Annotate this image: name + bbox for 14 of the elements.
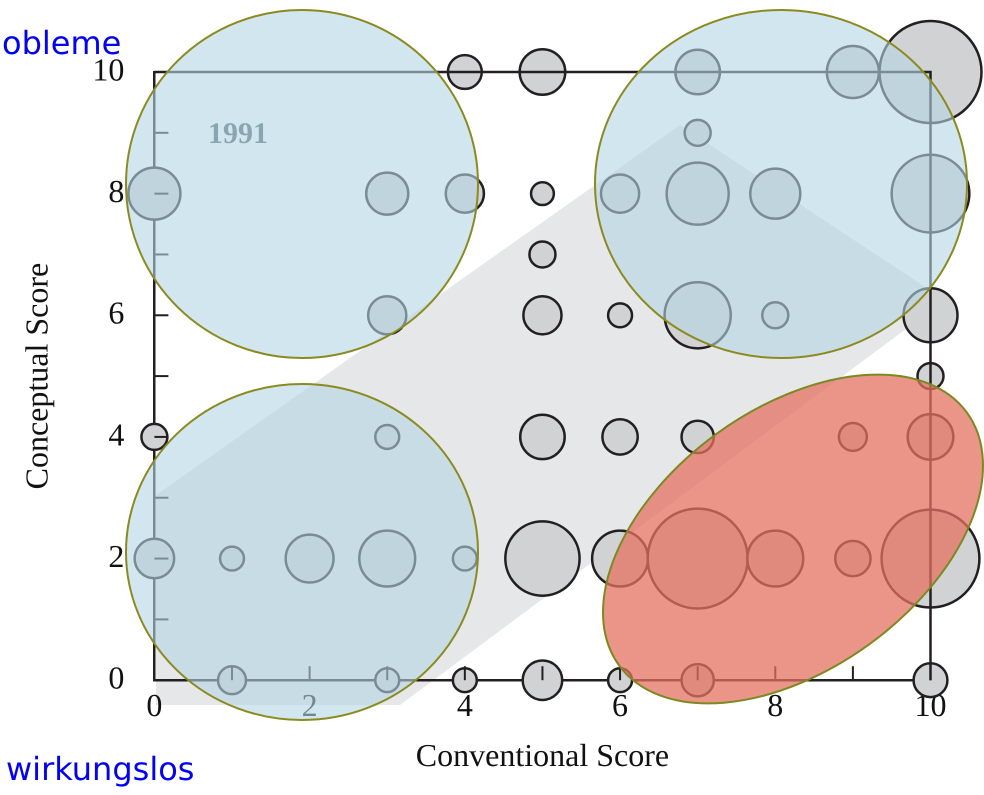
annotation: 1991 (208, 117, 268, 150)
x-tick-label: 2 (302, 686, 318, 723)
y-axis-title: Conceptual Score (18, 262, 55, 490)
x-tick-label: 4 (456, 686, 473, 723)
x-tick-label: 8 (767, 686, 784, 723)
y-tick-label: 2 (108, 538, 124, 574)
x-tick-label: 0 (146, 686, 162, 723)
text: wirkungslos (6, 750, 194, 788)
y-tick-label: 0 (108, 660, 124, 696)
x-axis-title: Conventional Score (416, 737, 670, 774)
y-tick-label: 8 (108, 173, 124, 210)
y-tick-label: 4 (108, 416, 124, 452)
y-tick-label: 6 (108, 294, 124, 331)
x-tick-label: 6 (612, 686, 628, 723)
